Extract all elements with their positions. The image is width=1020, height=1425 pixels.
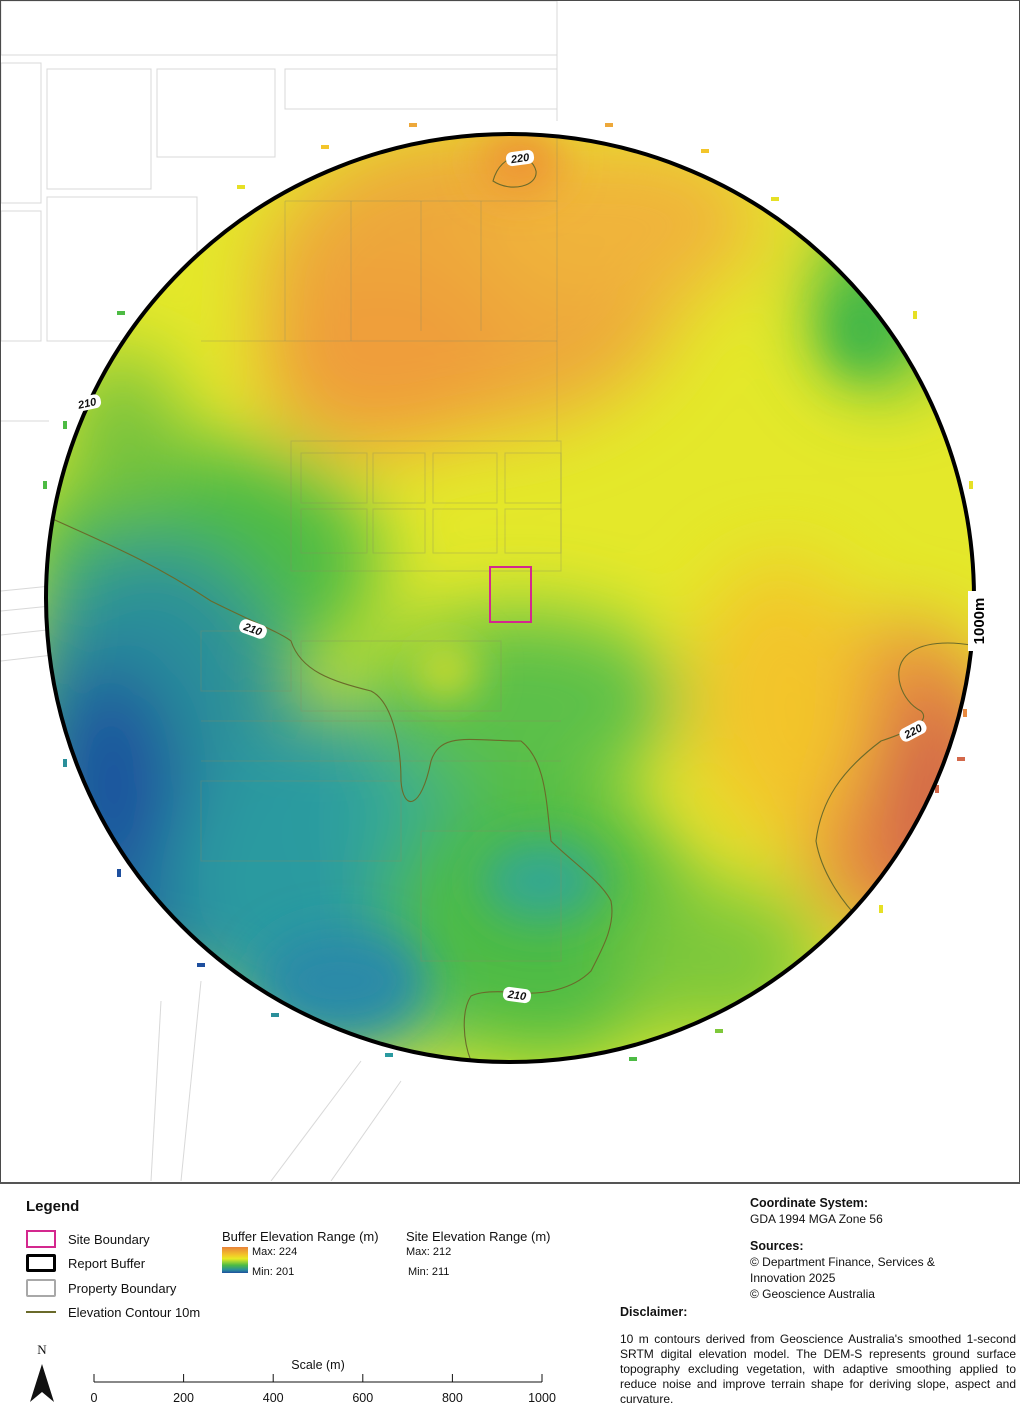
contour-label-210-south: 210 — [506, 989, 528, 1004]
property-boundary-swatch — [26, 1279, 56, 1297]
legend-label: Report Buffer — [68, 1255, 146, 1271]
scale-tick-label: 800 — [442, 1391, 463, 1405]
site-range-title: Site Elevation Range (m) — [406, 1229, 551, 1244]
elevation-surface — [46, 134, 974, 1062]
scale-tick-label: 200 — [173, 1391, 194, 1405]
source-line: © Department Finance, Services & — [750, 1255, 935, 1269]
legend-item-property-boundary: Property Boundary — [26, 1279, 176, 1297]
legend-label: Site Boundary — [68, 1231, 150, 1247]
site-elevation-range: Site Elevation Range (m) Max: 212 Min: 2… — [406, 1229, 576, 1278]
north-label: N — [37, 1342, 47, 1357]
contour-line-swatch — [26, 1311, 56, 1313]
legend-title: Legend — [26, 1198, 80, 1215]
site-range-max: Max: 212 — [406, 1246, 452, 1258]
legend-item-report-buffer: Report Buffer — [26, 1254, 145, 1272]
buffer-elevation-range: Buffer Elevation Range (m) Max: 224 Min:… — [222, 1229, 392, 1278]
buffer-range-title: Buffer Elevation Range (m) — [222, 1229, 379, 1244]
scale-tick-label: 0 — [91, 1391, 98, 1405]
scale-tick-label: 1000 — [528, 1391, 556, 1405]
legend-item-site-boundary: Site Boundary — [26, 1230, 150, 1248]
contour-label-210-west: 210 — [76, 396, 98, 412]
elevation-map[interactable]: 220 210 210 220 210 1000m — [1, 1, 1019, 1181]
coordinate-system-block: Coordinate System: GDA 1994 MGA Zone 56 — [750, 1195, 883, 1227]
scale-title: Scale (m) — [291, 1360, 344, 1372]
disclaimer-heading: Disclaimer: — [620, 1305, 688, 1319]
site-boundary[interactable] — [489, 566, 532, 623]
source-line: Innovation 2025 — [750, 1271, 836, 1285]
scale-bar: Scale (m) 0 200 400 600 800 1000 — [84, 1358, 564, 1420]
source-line: © Geoscience Australia — [750, 1287, 875, 1301]
coordinate-system-heading: Coordinate System: — [750, 1196, 869, 1210]
legend-item-elevation-contour: Elevation Contour 10m — [26, 1303, 200, 1321]
legend-label: Elevation Contour 10m — [68, 1304, 201, 1320]
coordinate-system-value: GDA 1994 MGA Zone 56 — [750, 1212, 883, 1226]
disclaimer-text: 10 m contours derived from Geoscience Au… — [620, 1332, 1016, 1406]
buffer-distance-label: 1000m — [971, 598, 988, 645]
buffer-range-max: Max: 224 — [252, 1246, 298, 1258]
sources-heading: Sources: — [750, 1239, 804, 1253]
legend-panel: Legend Site Boundary Report Buffer Prope… — [0, 1182, 1020, 1423]
buffer-distance-label-group: 1000m — [968, 591, 988, 651]
sources-block: Sources: © Department Finance, Services … — [750, 1238, 935, 1302]
scale-tick-label: 600 — [352, 1391, 373, 1405]
raster-edge-artefacts — [43, 123, 973, 1061]
scale-tick-label: 400 — [263, 1391, 284, 1405]
site-boundary-swatch — [26, 1230, 56, 1248]
disclaimer-heading-block: Disclaimer: — [620, 1304, 687, 1320]
buffer-range-min: Min: 201 — [252, 1266, 295, 1278]
north-arrow-icon — [30, 1364, 54, 1402]
site-range-min: Min: 211 — [408, 1266, 450, 1278]
contour-label-220-north: 220 — [509, 152, 531, 167]
elevation-gradient-swatch — [222, 1247, 248, 1273]
report-buffer-swatch — [26, 1254, 56, 1272]
legend-label: Property Boundary — [68, 1280, 177, 1296]
north-arrow: N — [28, 1342, 56, 1406]
map-canvas: 220 210 210 220 210 1000m — [1, 1, 988, 1181]
